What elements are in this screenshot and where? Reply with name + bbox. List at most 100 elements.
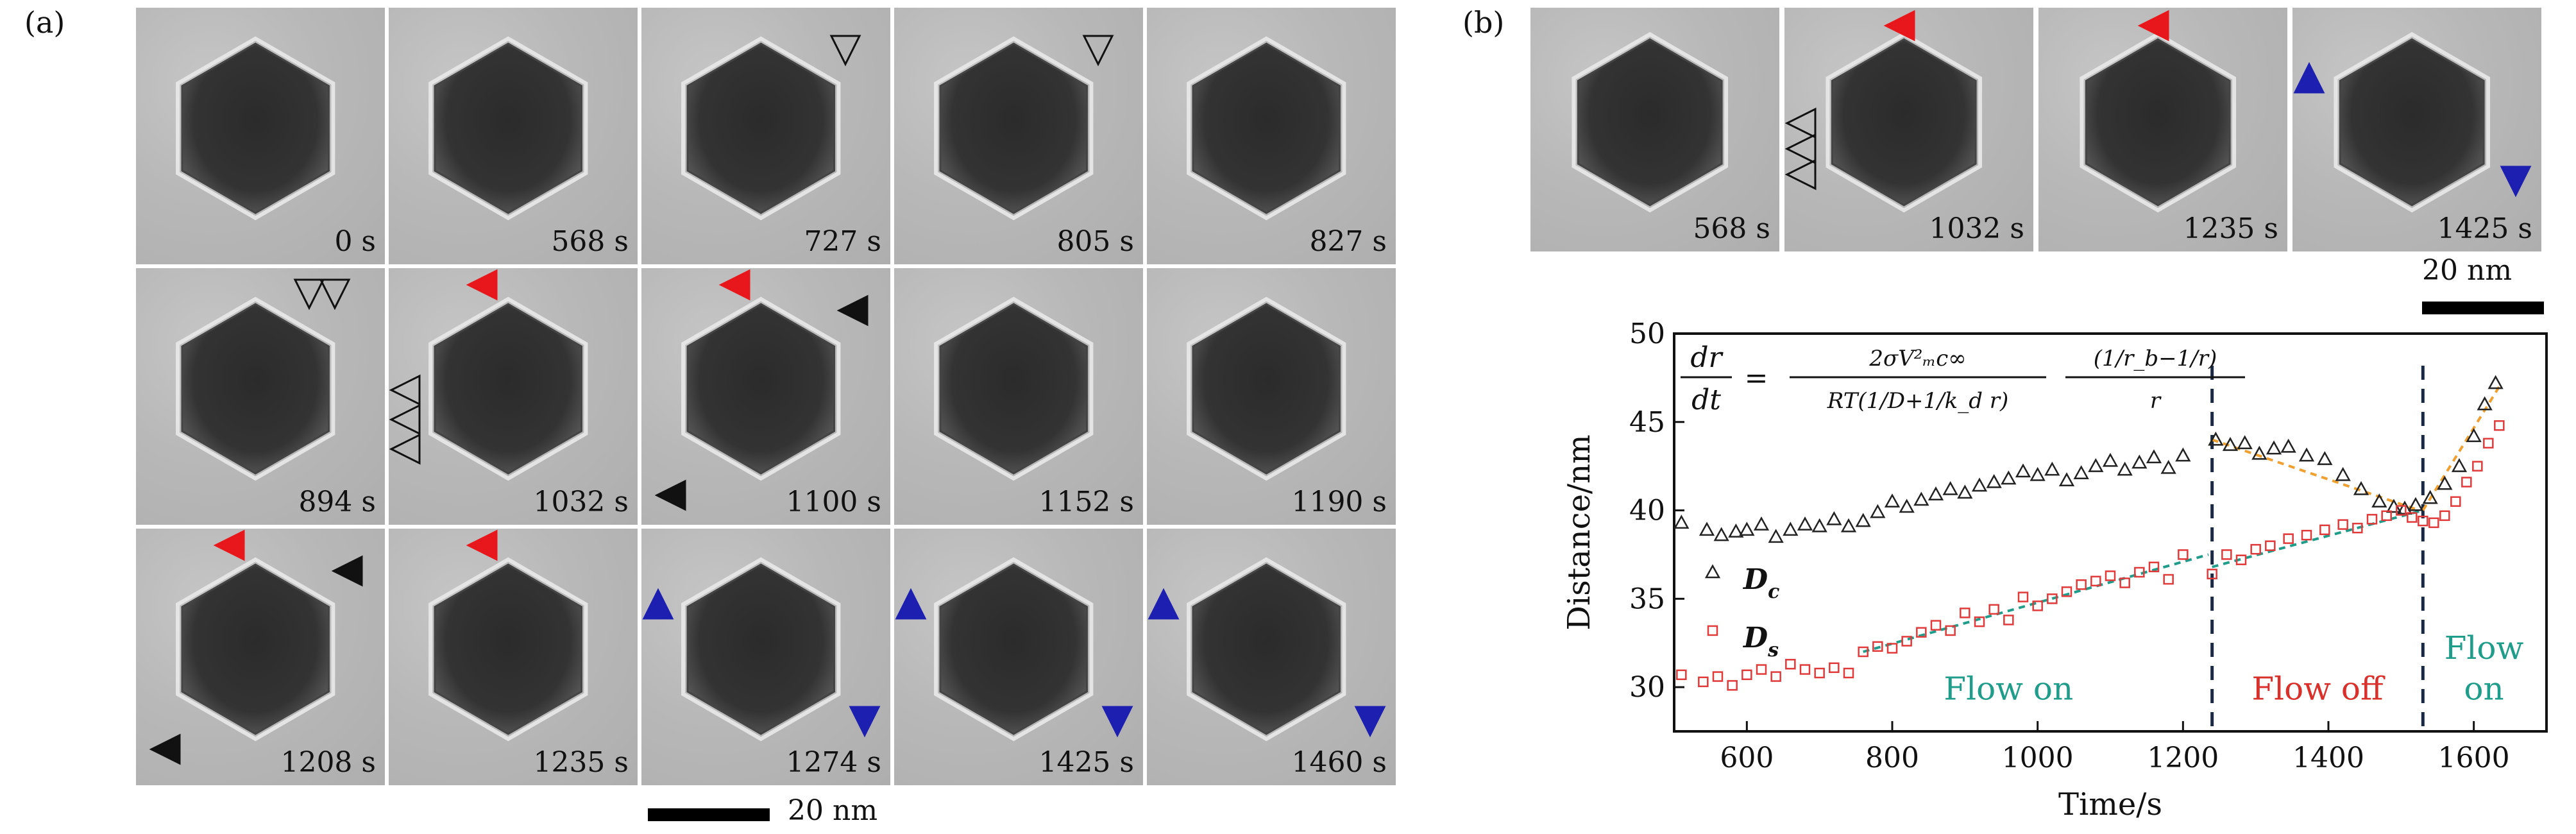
dc-point [1674,515,1690,529]
dc-point [2222,437,2239,451]
hexagonal-particle [2085,38,2231,207]
dc-point [2146,449,2162,464]
hexagonal-particle [434,42,582,214]
dc-point [1957,484,1973,499]
ds-point [2483,438,2494,449]
particle-edge [681,557,841,742]
dc-point [2477,396,2493,411]
ds-point [2439,510,2450,522]
dc-point [1971,477,1988,492]
time-stamp: 805 s [1056,225,1134,258]
scale-bar-a-label: 20 nm [788,794,878,827]
time-stamp: 1190 s [1291,486,1387,518]
marker-triangle-icon [1784,133,1817,165]
marker-triangle-icon [319,278,351,311]
micrograph-tile: 568 s [1530,8,1779,251]
particle-edge [428,36,588,221]
y-tick-label: 35 [1629,583,1665,615]
time-stamp: 568 s [1693,212,1770,245]
micrograph-tile: 827 s [1147,8,1396,264]
marker-triangle-icon [1883,10,1915,42]
dc-point [2487,375,2504,389]
marker-triangle-icon [2293,62,2325,94]
legend-ds-label: Ds [1742,622,1779,661]
fit-line [2212,438,2420,512]
dc-point [2437,475,2453,490]
micrograph-image [2080,10,2237,213]
equation-mid-denominator: RT(1/D+1/k_d r) [1827,388,2009,414]
marker-triangle-icon [1101,706,1133,738]
scale-bar-b-label: 20 nm [2422,254,2512,287]
time-stamp: 1032 s [533,486,629,518]
scale-bar-a-line [648,808,770,821]
dc-point [2029,466,2046,481]
ds-point [2119,577,2130,588]
ds-point [1886,643,1898,654]
dc-point [2001,470,2017,485]
y-tick-label: 45 [1629,406,1665,439]
time-stamp: 727 s [804,225,881,258]
hexagonal-particle [434,563,582,735]
micrograph-image [1187,296,1346,481]
dc-point [1913,491,1929,506]
ds-point [2428,517,2439,529]
flow-on-2-label-line2: on [2464,670,2504,707]
dc-point [2044,461,2060,476]
micrograph-image [1148,557,1386,742]
dc-point [2353,481,2369,495]
hexagonal-particle [181,42,330,214]
dc-point [1713,527,1729,541]
hexagonal-particle [686,42,835,214]
ds-point [1727,680,1738,691]
time-stamp: 1235 s [2183,212,2278,245]
hexagonal-particle [2339,38,2485,207]
time-stamp: 1425 s [2437,212,2532,245]
dc-point [2088,458,2104,472]
marker-triangle-icon [718,269,750,301]
hexagonal-particle [181,563,330,735]
ds-point [2337,519,2348,530]
particle-edge [1187,557,1346,742]
particle-edge [1187,36,1346,221]
marker-triangle-icon [849,706,881,738]
marker-triangle-icon [1784,107,1817,139]
dc-point [2073,465,2089,479]
equation-right-numerator: (1/r_b−1/r) [2094,346,2217,371]
particle-edge [428,557,588,742]
equation-lhs-denominator: dt [1691,384,1721,416]
micrograph-image [2293,31,2532,213]
micrograph-image [934,35,1114,221]
dc-point [2298,447,2315,462]
micrograph-image [149,529,363,765]
dc-point [1783,522,1799,536]
legend-ds-marker [1707,625,1718,636]
micrograph-tile: 805 s [894,8,1143,264]
time-stamp: 1152 s [1038,486,1134,518]
marker-triangle-icon [895,588,927,620]
ds-point [2090,575,2101,587]
micrograph-image [389,269,588,481]
micrograph-tile: 1152 s [894,268,1143,525]
dc-point [2280,438,2296,453]
time-stamp: 1208 s [280,746,376,779]
hexagonal-particle [939,563,1088,735]
hexagonal-particle [686,303,835,475]
micrograph-image [176,278,351,481]
micrograph-tile: 1190 s [1147,268,1396,525]
micrograph-tile: 1425 s [894,529,1143,785]
dc-point [2058,472,2075,486]
dc-point [1884,493,1901,508]
hexagonal-particle [686,563,835,735]
micrograph-image [1187,36,1346,221]
ds-point [2221,549,2232,560]
hexagonal-particle [181,303,330,475]
micrograph-tile: 1235 s [389,529,638,785]
particle-edge [681,36,841,221]
ds-point [1770,671,1781,682]
ds-point [1814,667,1825,679]
ds-point [1676,669,1687,681]
dc-point [2160,459,2176,474]
dc-point [2251,445,2267,460]
marker-triangle-icon [1354,706,1386,738]
time-stamp: 1100 s [786,486,881,518]
